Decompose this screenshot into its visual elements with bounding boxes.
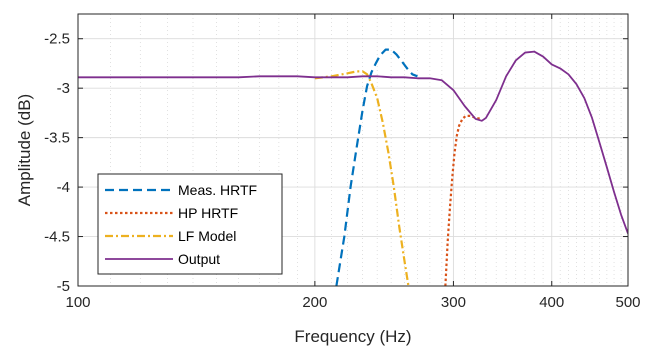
legend: Meas. HRTF HP HRTF LF Model Output: [97, 173, 283, 275]
y-tick-label: -4.5: [44, 229, 70, 246]
grid: [77, 14, 629, 287]
legend-label: Output: [178, 251, 220, 267]
series-line-hp-hrtf: [444, 114, 481, 286]
x-axis-title: Frequency (Hz): [294, 327, 411, 346]
x-tick-label: 400: [539, 294, 564, 311]
legend-label: LF Model: [178, 228, 236, 244]
series-line-lf-model: [314, 70, 410, 286]
legend-label: Meas. HRTF: [178, 182, 257, 198]
y-tick-label: -3: [57, 80, 70, 97]
series-line-meas-hrtf: [335, 48, 418, 286]
legend-label: HP HRTF: [178, 205, 238, 221]
x-axis: 100 200 300 400 500: [65, 14, 641, 311]
x-tick-label: 100: [65, 294, 90, 311]
plot-frame: [77, 13, 629, 287]
y-tick-label: -4: [57, 179, 70, 196]
y-axis: -5 -4.5 -4 -3.5 -3 -2.5: [44, 31, 628, 295]
x-tick-label: 500: [615, 294, 640, 311]
series-line-output: [78, 50, 628, 234]
y-tick-label: -2.5: [44, 31, 70, 48]
y-tick-label: -5: [57, 278, 70, 295]
legend-box: [97, 173, 283, 275]
x-tick-label: 200: [302, 294, 327, 311]
x-tick-label: 300: [441, 294, 466, 311]
y-tick-label: -3.5: [44, 130, 70, 147]
y-axis-title: Amplitude (dB): [15, 94, 34, 206]
series-layer: [78, 48, 628, 286]
